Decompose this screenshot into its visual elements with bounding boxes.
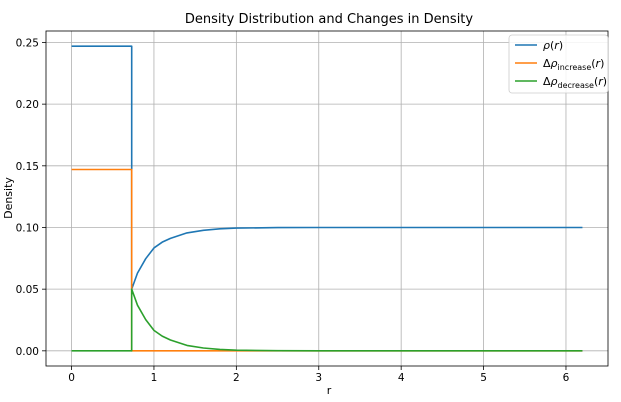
series-line-decrease (71, 288, 583, 352)
x-tick-label: 3 (315, 372, 322, 384)
x-tick-label: 2 (233, 372, 240, 384)
x-tick-label: 6 (563, 372, 570, 384)
y-axis-label: Density (2, 177, 15, 219)
legend: ρ(r) Δρincrease(r) Δρdecrease(r) (508, 34, 609, 94)
x-axis: 0 1 2 3 4 5 6 (68, 366, 570, 384)
x-tick-label: 0 (68, 372, 75, 384)
y-tick-label: 0.00 (16, 346, 39, 358)
legend-label-increase: Δρincrease(r) (543, 57, 604, 72)
series-layer (71, 45, 583, 352)
y-tick-label: 0.15 (16, 161, 39, 173)
x-tick-label: 4 (398, 372, 405, 384)
x-axis-label: r (327, 384, 332, 397)
y-tick-label: 0.05 (16, 284, 39, 296)
series-line-rho (71, 45, 583, 290)
legend-label-decrease: Δρdecrease(r) (543, 75, 607, 90)
legend-label-rho: ρ(r) (543, 39, 563, 52)
x-tick-label: 1 (151, 372, 158, 384)
y-tick-label: 0.20 (16, 99, 39, 111)
plot-frame (45, 30, 609, 367)
legend-box (508, 34, 609, 94)
y-axis: 0.00 0.05 0.10 0.15 0.20 0.25 (16, 37, 46, 358)
chart-title: Density Distribution and Changes in Dens… (185, 12, 474, 27)
y-tick-label: 0.25 (16, 37, 39, 49)
y-tick-label: 0.10 (16, 222, 39, 234)
x-tick-label: 5 (480, 372, 487, 384)
